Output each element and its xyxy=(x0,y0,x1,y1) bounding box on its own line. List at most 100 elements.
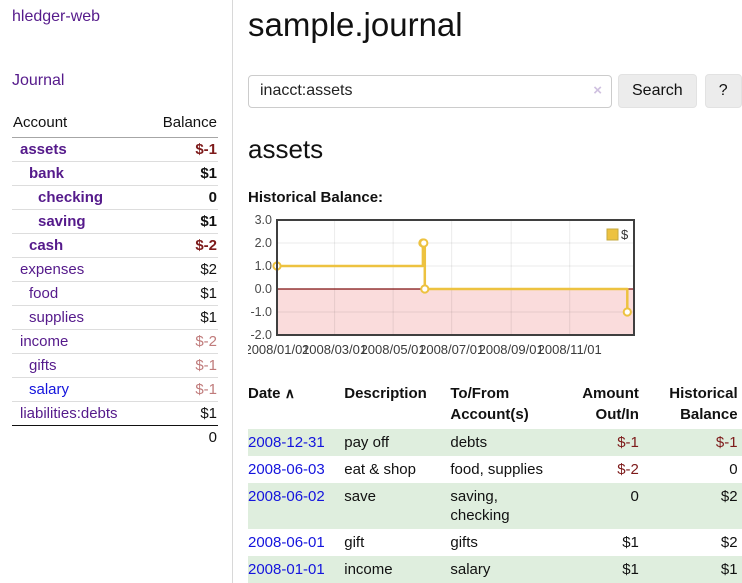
register-table: Date ∧ Description To/From Account(s) Am… xyxy=(248,381,742,583)
data-point-marker xyxy=(420,284,430,294)
account-column-header: Account xyxy=(13,114,68,131)
balance-column-header-main: Historical Balance xyxy=(643,381,742,429)
transaction-date-link[interactable]: 2008-06-02 xyxy=(248,488,325,505)
amount-cell: 0 xyxy=(630,488,639,505)
date-cell: 2008-12-31 xyxy=(248,429,344,456)
negative-region xyxy=(277,289,634,335)
account-link-checking[interactable]: checking xyxy=(38,189,104,206)
amount-cell: $1 xyxy=(622,561,639,578)
register-row[interactable]: 2008-01-01 income salary $1 $1 xyxy=(248,556,742,583)
amount-header-line2: Out/In xyxy=(595,406,639,423)
account-balance: 0 xyxy=(208,189,217,206)
balance-header-line1: Historical xyxy=(669,385,738,402)
accounts-cell: food, supplies xyxy=(450,461,543,478)
date-cell: 2008-06-03 xyxy=(248,456,344,483)
x-axis-tick-label: 2008/11/01 xyxy=(538,342,602,357)
balance-cell: 0 xyxy=(729,461,738,478)
accounts-table-header: Account Balance xyxy=(12,112,218,138)
description-cell: pay off xyxy=(344,434,390,451)
account-balance: $1 xyxy=(200,285,217,302)
account-row: expenses $2 xyxy=(12,258,218,282)
account-row: bank $1 xyxy=(12,162,218,186)
plot-border xyxy=(276,219,635,336)
description-cell: save xyxy=(344,488,376,505)
account-balance: $1 xyxy=(200,165,217,182)
account-balance: $-2 xyxy=(195,237,217,254)
account-balance: $-1 xyxy=(195,141,217,158)
account-heading: assets xyxy=(248,134,324,164)
search-input[interactable] xyxy=(248,74,612,108)
search-input-wrap: × xyxy=(248,74,612,108)
chart-title: Historical Balance: xyxy=(248,189,384,206)
register-header-row: Date ∧ Description To/From Account(s) Am… xyxy=(248,381,742,429)
balance-cell: $-1 xyxy=(715,434,738,451)
accounts-list: assets $-1 bank $1 checking 0 saving $1 cash $-2 e… xyxy=(12,138,218,426)
search-button[interactable]: Search xyxy=(618,74,697,108)
accounts-total-value: 0 xyxy=(208,429,217,446)
amount-header-line1: Amount xyxy=(582,385,639,402)
account-link-supplies[interactable]: supplies xyxy=(29,309,85,326)
account-link-income[interactable]: income xyxy=(20,333,69,350)
account-link-assets[interactable]: assets xyxy=(20,141,67,158)
x-axis-tick-label: 2008/07/01 xyxy=(419,342,484,357)
main-content: sample.journal × Search ? assets Histori… xyxy=(233,0,742,583)
transaction-date-link[interactable]: 2008-06-03 xyxy=(248,461,325,478)
sort-ascending-icon: ∧ xyxy=(284,385,295,401)
balance-chart-svg: $3.0 2.0 1.0 0.0 -1.0 -2.02008/01/012008/03/0… xyxy=(244,213,635,357)
account-link-bank[interactable]: bank xyxy=(29,165,65,182)
account-link-food[interactable]: food xyxy=(29,285,59,302)
account-link-liabilities-debts[interactable]: liabilities:debts xyxy=(20,405,118,422)
accounts-table: Account Balance assets $-1 bank $1 checking 0… xyxy=(12,112,218,449)
register-row[interactable]: 2008-06-02 save saving, checking 0 $2 xyxy=(248,483,742,529)
description-column-header: Description xyxy=(344,381,450,429)
transaction-date-link[interactable]: 2008-12-31 xyxy=(248,434,325,451)
transaction-date-link[interactable]: 2008-01-01 xyxy=(248,561,325,578)
balance-cell: $2 xyxy=(720,488,738,505)
account-link-expenses[interactable]: expenses xyxy=(20,261,85,278)
description-cell: income xyxy=(344,561,393,578)
account-balance: $-1 xyxy=(195,357,217,374)
sidebar: hledger-web Journal Account Balance asse… xyxy=(0,0,233,583)
description-cell: eat & shop xyxy=(344,461,416,478)
x-axis-tick-label: 2008/09/01 xyxy=(479,342,544,357)
balance-header-line2: Balance xyxy=(680,406,738,423)
app-title-link[interactable]: hledger-web xyxy=(12,8,101,25)
x-axis-tick-label: 2008/03/01 xyxy=(302,342,367,357)
balance-cell: $1 xyxy=(720,561,738,578)
date-cell: 2008-06-02 xyxy=(248,483,344,529)
page-title: sample.journal xyxy=(248,6,463,43)
account-link-gifts[interactable]: gifts xyxy=(29,357,57,374)
account-link-saving[interactable]: saving xyxy=(38,213,86,230)
sidebar-item-journal[interactable]: Journal xyxy=(12,72,65,89)
clear-search-icon[interactable]: × xyxy=(593,81,602,99)
register-row[interactable]: 2008-06-01 gift gifts $1 $2 xyxy=(248,529,742,556)
accounts-cell: saving, checking xyxy=(450,488,510,524)
description-header-label: Description xyxy=(344,385,427,402)
y-axis-tick-label: 3.0 xyxy=(255,213,272,227)
amount-cell: $-1 xyxy=(617,434,639,451)
account-balance: $1 xyxy=(200,405,217,422)
transaction-date-link[interactable]: 2008-06-01 xyxy=(248,534,325,551)
register-row[interactable]: 2008-06-03 eat & shop food, supplies $-2 0 xyxy=(248,456,742,483)
account-row: saving $1 xyxy=(12,210,218,234)
account-row: cash $-2 xyxy=(12,234,218,258)
account-balance: $-2 xyxy=(195,333,217,350)
date-column-header[interactable]: Date ∧ xyxy=(248,381,344,429)
balance-column-header: Balance xyxy=(162,114,217,131)
register-row[interactable]: 2008-12-31 pay off debts $-1 $-1 xyxy=(248,429,742,456)
y-axis-tick-label: -2.0 xyxy=(250,328,272,342)
account-row: gifts $-1 xyxy=(12,354,218,378)
search-form: × Search ? xyxy=(248,74,742,108)
accounts-cell: gifts xyxy=(450,534,478,551)
balance-cell: $2 xyxy=(720,534,738,551)
x-axis-tick-label: 2008/01/01 xyxy=(248,342,310,357)
amount-cell: $1 xyxy=(622,534,639,551)
help-button[interactable]: ? xyxy=(704,74,742,108)
y-axis-tick-label: 1.0 xyxy=(255,259,272,273)
account-link-salary[interactable]: salary xyxy=(29,381,70,398)
account-row: income $-2 xyxy=(12,330,218,354)
accounts-cell: debts xyxy=(450,434,488,451)
account-link-cash[interactable]: cash xyxy=(29,237,64,254)
x-axis-tick-label: 2008/05/01 xyxy=(361,342,426,357)
